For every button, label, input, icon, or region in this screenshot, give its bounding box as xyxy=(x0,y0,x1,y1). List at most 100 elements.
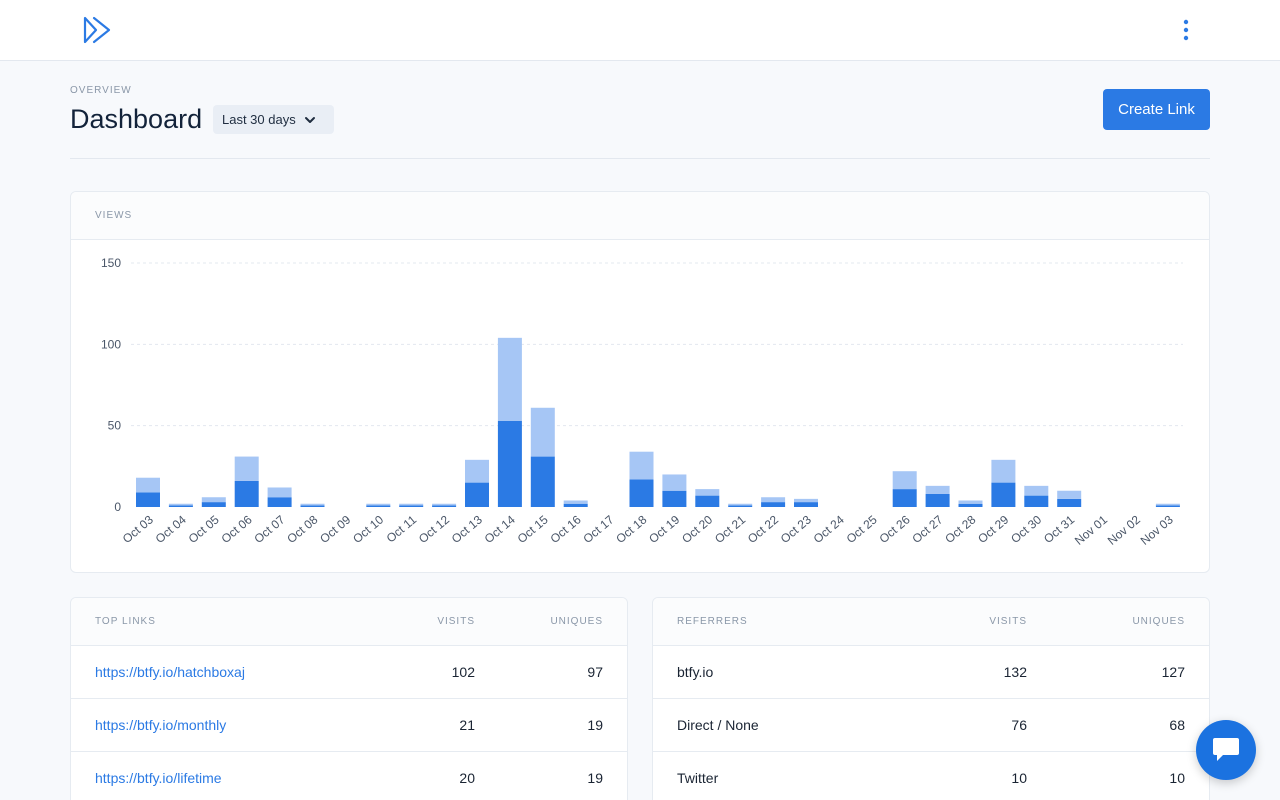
top-link-url[interactable]: https://btfy.io/monthly xyxy=(95,717,227,733)
bar-segment[interactable] xyxy=(695,489,720,496)
chat-launcher-button[interactable] xyxy=(1196,720,1256,780)
top-bar xyxy=(0,0,1280,61)
referrer-visits: 10 xyxy=(1011,770,1027,786)
bar-segment[interactable] xyxy=(497,420,522,507)
bar-segment[interactable] xyxy=(925,493,950,507)
date-range-label: Last 30 days xyxy=(222,112,296,127)
x-tick-label: Oct 09 xyxy=(317,512,353,546)
table-row: https://btfy.io/monthly 21 19 xyxy=(71,699,627,752)
x-tick-label: Oct 14 xyxy=(482,512,518,546)
bar-segment[interactable] xyxy=(366,505,391,507)
bar-segment[interactable] xyxy=(168,503,193,506)
x-tick-label: Oct 24 xyxy=(811,512,847,546)
bar-segment[interactable] xyxy=(662,490,687,507)
bar-segment[interactable] xyxy=(234,480,259,507)
referrer-uniques: 10 xyxy=(1169,770,1185,786)
referrer-visits: 132 xyxy=(1003,664,1027,680)
create-link-button[interactable]: Create Link xyxy=(1103,89,1210,130)
date-range-select[interactable]: Last 30 days xyxy=(213,105,334,134)
bar-segment[interactable] xyxy=(695,495,720,507)
x-tick-label: Nov 03 xyxy=(1138,512,1176,547)
table-row: Twitter 10 10 xyxy=(653,752,1209,800)
bar-segment[interactable] xyxy=(563,500,588,504)
bar-segment[interactable] xyxy=(366,503,391,506)
bar-segment[interactable] xyxy=(201,497,226,503)
bar-segment[interactable] xyxy=(794,502,818,507)
x-tick-label: Oct 06 xyxy=(219,512,255,546)
bar-segment[interactable] xyxy=(629,451,654,480)
bar-segment[interactable] xyxy=(728,503,753,506)
bar-segment[interactable] xyxy=(991,459,1016,483)
x-tick-label: Oct 17 xyxy=(580,512,616,546)
bar-segment[interactable] xyxy=(761,497,786,503)
bar-segment[interactable] xyxy=(201,502,226,507)
bar-segment[interactable] xyxy=(728,505,753,507)
x-tick-label: Oct 08 xyxy=(284,512,320,546)
bar-segment[interactable] xyxy=(925,485,950,494)
y-tick-label: 50 xyxy=(108,419,122,433)
bar-segment[interactable] xyxy=(432,505,457,507)
bar-segment[interactable] xyxy=(300,503,325,506)
x-tick-label: Oct 15 xyxy=(515,512,551,546)
bar-segment[interactable] xyxy=(497,337,522,421)
x-tick-label: Oct 11 xyxy=(384,512,420,545)
referrer-visits: 76 xyxy=(1011,717,1027,733)
referrers-card: REFERRERS VISITS UNIQUES btfy.io 132 127… xyxy=(652,597,1210,800)
bar-segment[interactable] xyxy=(465,459,489,483)
bar-segment[interactable] xyxy=(1057,498,1082,507)
top-link-uniques: 19 xyxy=(587,717,603,733)
x-tick-label: Oct 29 xyxy=(975,512,1011,546)
bar-segment[interactable] xyxy=(399,505,424,507)
top-link-url[interactable]: https://btfy.io/hatchboxaj xyxy=(95,664,245,680)
bar-segment[interactable] xyxy=(300,505,325,507)
bar-segment[interactable] xyxy=(794,498,818,503)
bar-segment[interactable] xyxy=(136,477,160,493)
bar-segment[interactable] xyxy=(662,474,687,491)
bar-segment[interactable] xyxy=(530,456,555,507)
x-tick-label: Oct 20 xyxy=(679,512,715,546)
bar-segment[interactable] xyxy=(432,503,457,506)
x-tick-label: Oct 04 xyxy=(153,512,189,546)
bar-segment[interactable] xyxy=(1155,505,1180,507)
x-tick-label: Oct 22 xyxy=(745,512,781,546)
bar-segment[interactable] xyxy=(629,479,654,507)
bar-segment[interactable] xyxy=(563,503,588,507)
x-tick-label: Oct 18 xyxy=(613,512,649,546)
x-tick-label: Oct 05 xyxy=(186,512,222,546)
bar-segment[interactable] xyxy=(530,407,555,457)
y-tick-label: 150 xyxy=(101,256,121,270)
bar-segment[interactable] xyxy=(168,505,193,507)
referrer-uniques: 68 xyxy=(1169,717,1185,733)
bar-segment[interactable] xyxy=(892,471,917,490)
bar-segment[interactable] xyxy=(267,497,292,507)
bar-segment[interactable] xyxy=(1024,495,1049,507)
top-link-url[interactable]: https://btfy.io/lifetime xyxy=(95,770,222,786)
x-tick-label: Oct 03 xyxy=(120,512,156,546)
top-link-visits: 20 xyxy=(459,770,475,786)
bar-segment[interactable] xyxy=(1057,490,1082,499)
referrer-uniques: 127 xyxy=(1161,664,1185,680)
kebab-menu-icon[interactable] xyxy=(1176,18,1196,42)
bar-segment[interactable] xyxy=(136,492,160,507)
play-arrows-logo-icon[interactable] xyxy=(82,16,112,44)
x-tick-label: Oct 31 xyxy=(1041,512,1077,546)
top-links-header: TOP LINKS VISITS UNIQUES xyxy=(71,598,627,646)
x-tick-label: Oct 16 xyxy=(548,512,584,546)
bar-segment[interactable] xyxy=(399,503,424,506)
bar-segment[interactable] xyxy=(465,482,489,507)
referrer-name: Twitter xyxy=(677,770,719,786)
x-tick-label: Nov 02 xyxy=(1105,512,1143,547)
bar-segment[interactable] xyxy=(958,503,983,507)
table-row: btfy.io 132 127 xyxy=(653,646,1209,699)
bar-segment[interactable] xyxy=(1155,503,1180,506)
referrers-col-uniques: UNIQUES xyxy=(1132,616,1185,627)
bar-segment[interactable] xyxy=(267,487,292,498)
bar-segment[interactable] xyxy=(761,502,786,507)
x-tick-label: Oct 07 xyxy=(251,512,287,546)
bar-segment[interactable] xyxy=(991,482,1016,507)
bar-segment[interactable] xyxy=(234,456,259,481)
bar-segment[interactable] xyxy=(958,500,983,504)
bar-segment[interactable] xyxy=(1024,485,1049,496)
bar-segment[interactable] xyxy=(892,489,917,507)
x-tick-label: Oct 19 xyxy=(646,512,682,546)
